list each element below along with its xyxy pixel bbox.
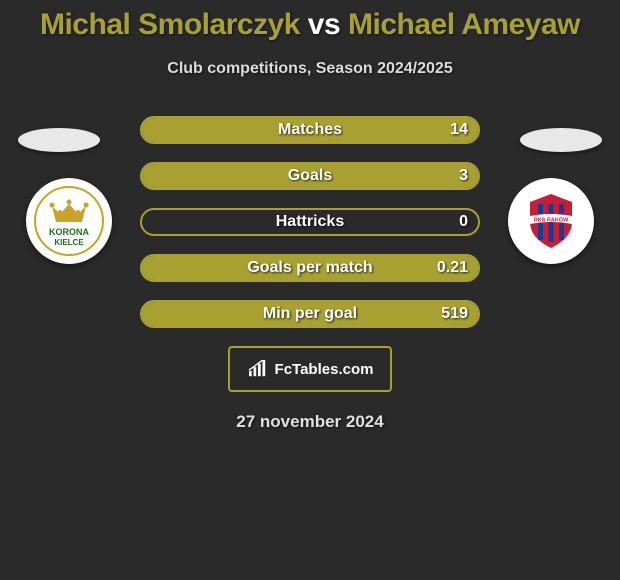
stat-row: Hattricks 0 xyxy=(140,208,480,236)
subtitle: Club competitions, Season 2024/2025 xyxy=(0,60,620,78)
stat-row: Min per goal 519 xyxy=(140,300,480,328)
date-text: 27 november 2024 xyxy=(0,412,620,432)
stat-label: Min per goal xyxy=(263,305,357,323)
stat-label: Goals per match xyxy=(247,259,372,277)
stats-container: Matches 14 Goals 3 Hattricks 0 Goals per match… xyxy=(0,116,620,328)
stat-label: Goals xyxy=(288,167,332,185)
stat-right-value: 14 xyxy=(450,121,468,139)
stat-row: Goals per match 0.21 xyxy=(140,254,480,282)
stat-row: Goals 3 xyxy=(140,162,480,190)
stat-right-value: 3 xyxy=(459,167,468,185)
player2-name: Michael Ameyaw xyxy=(348,8,580,41)
stat-label: Matches xyxy=(278,121,342,139)
player1-name: Michal Smolarczyk xyxy=(40,8,300,41)
stat-right-value: 0 xyxy=(459,213,468,231)
stat-label: Hattricks xyxy=(276,213,344,231)
stat-row: Matches 14 xyxy=(140,116,480,144)
bar-chart-icon xyxy=(247,360,269,378)
stat-right-value: 0.21 xyxy=(437,259,468,277)
page-title: Michal Smolarczyk vs Michael Ameyaw xyxy=(0,0,620,42)
stat-right-value: 519 xyxy=(441,305,468,323)
vs-text: vs xyxy=(308,8,340,41)
site-label: FcTables.com xyxy=(275,361,374,378)
site-attribution: FcTables.com xyxy=(228,346,392,392)
